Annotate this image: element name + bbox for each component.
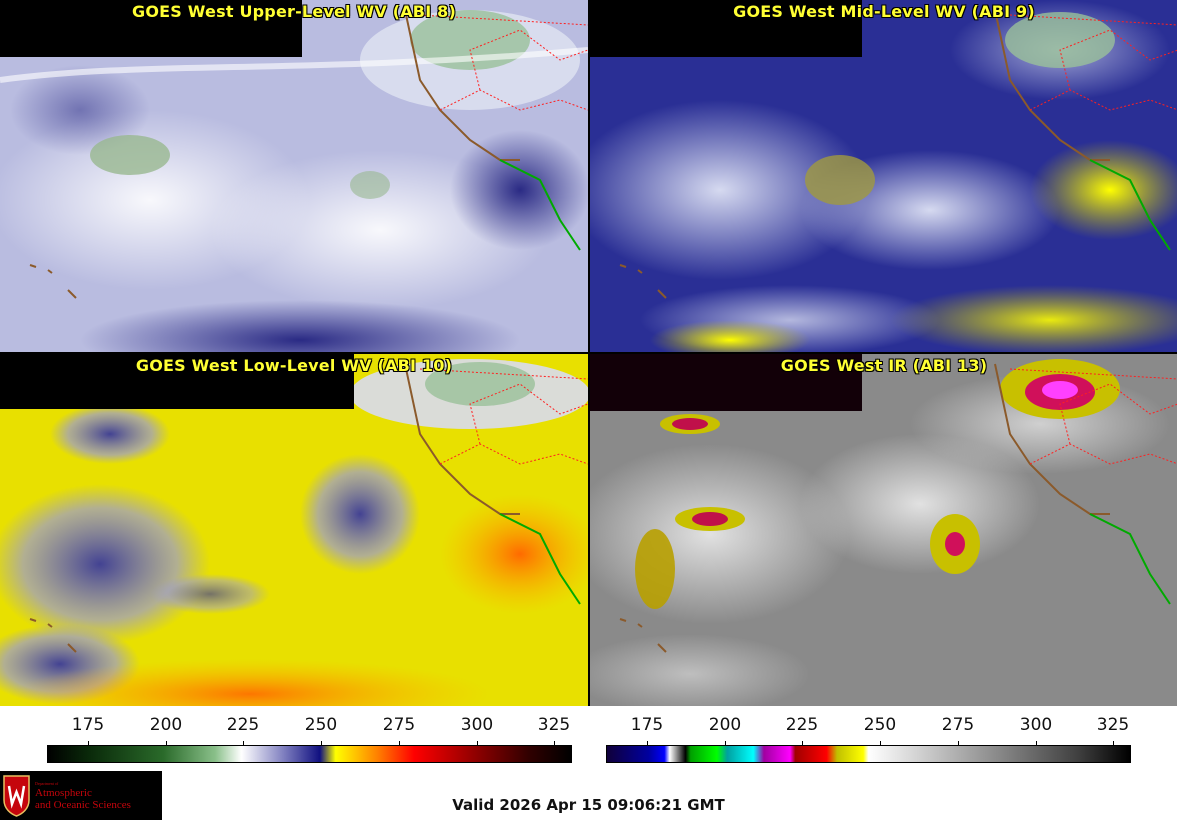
panel-label-background <box>0 0 302 57</box>
panel-ir: GOES West IR (ABI 13) <box>590 354 1177 706</box>
tick-label: 200 <box>708 715 742 735</box>
tick-mark <box>647 741 648 747</box>
tick-label: 225 <box>226 715 260 735</box>
panel-mid-level-wv: GOES West Mid-Level WV (ABI 9) <box>590 0 1177 352</box>
tick-mark <box>725 741 726 747</box>
panel-low-level-wv: GOES West Low-Level WV (ABI 10) <box>0 354 588 706</box>
tick-mark <box>1036 741 1037 747</box>
tick-label: 275 <box>941 715 975 735</box>
logo-dept-text: Department of <box>35 781 59 786</box>
tick-label: 200 <box>149 715 183 735</box>
tick-label: 325 <box>537 715 571 735</box>
low-level-wv-image <box>0 354 588 706</box>
logo-line2: and Oceanic Sciences <box>35 799 131 811</box>
tick-mark <box>958 741 959 747</box>
tick-mark <box>166 741 167 747</box>
colorbar-wv: 175 200 225 250 275 300 325 <box>47 706 572 766</box>
tick-label: 300 <box>1019 715 1053 735</box>
tick-label: 275 <box>382 715 416 735</box>
tick-mark <box>880 741 881 747</box>
panel-title: GOES West Low-Level WV (ABI 10) <box>135 356 453 375</box>
mid-level-wv-image <box>590 0 1177 352</box>
tick-label: 175 <box>71 715 105 735</box>
tick-label: 250 <box>863 715 897 735</box>
panel-title: GOES West Mid-Level WV (ABI 9) <box>733 2 1035 21</box>
tick-label: 225 <box>785 715 819 735</box>
ir-image <box>590 354 1177 706</box>
tick-label: 175 <box>630 715 664 735</box>
tick-mark <box>802 741 803 747</box>
tick-mark <box>477 741 478 747</box>
tick-mark <box>88 741 89 747</box>
tick-mark <box>243 741 244 747</box>
tick-label: 250 <box>304 715 338 735</box>
tick-label: 325 <box>1096 715 1130 735</box>
panel-label-background <box>590 0 862 57</box>
tick-mark <box>554 741 555 747</box>
tick-mark <box>399 741 400 747</box>
upper-level-wv-image <box>0 0 588 352</box>
aos-logo: Department of Atmospheric and Oceanic Sc… <box>0 771 162 820</box>
panel-upper-level-wv: GOES West Upper-Level WV (ABI 8) <box>0 0 588 352</box>
uw-crest-icon <box>3 775 30 817</box>
valid-time: Valid 2026 Apr 15 09:06:21 GMT <box>452 796 725 814</box>
panel-label-background <box>0 354 354 409</box>
panel-label-background <box>590 354 862 411</box>
tick-label: 300 <box>460 715 494 735</box>
logo-line1: Atmospheric <box>35 787 92 799</box>
panel-divider-horizontal <box>0 352 1177 354</box>
panel-title: GOES West Upper-Level WV (ABI 8) <box>132 2 456 21</box>
tick-mark <box>321 741 322 747</box>
colorbar-ir-gradient <box>606 745 1131 763</box>
panel-title: GOES West IR (ABI 13) <box>780 356 988 375</box>
colorbar-ir: 175 200 225 250 275 300 325 <box>606 706 1131 766</box>
tick-mark <box>1113 741 1114 747</box>
colorbar-wv-gradient <box>47 745 572 763</box>
